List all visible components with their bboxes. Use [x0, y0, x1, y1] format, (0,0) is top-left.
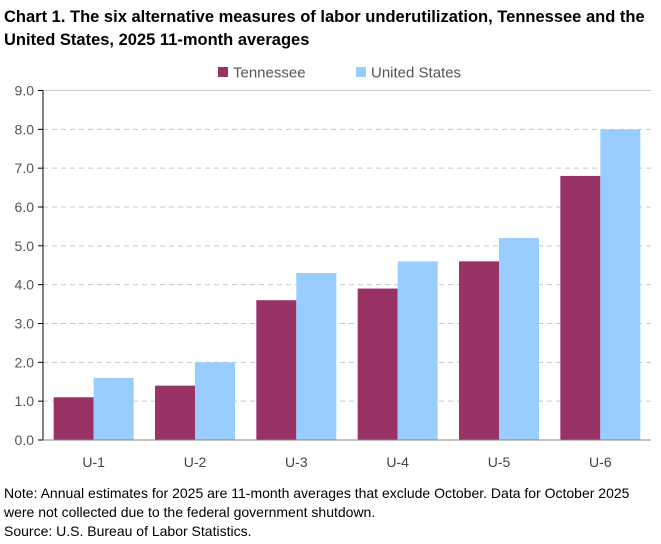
y-tick-label: 7.0	[15, 160, 35, 176]
y-tick-label: 2.0	[15, 354, 35, 370]
bar-united-states-u-1	[93, 377, 134, 440]
y-tick-label: 0.0	[15, 432, 35, 448]
bar-tennessee-u-3	[256, 300, 297, 440]
y-tick-label: 6.0	[15, 199, 35, 215]
bar-tennessee-u-2	[155, 385, 195, 440]
y-tick-label: 8.0	[15, 121, 35, 137]
bar-united-states-u-5	[499, 238, 539, 440]
bar-united-states-u-3	[296, 273, 337, 440]
legend-swatch	[218, 67, 228, 77]
x-tick-label: U-5	[488, 454, 511, 470]
y-tick-label: 1.0	[15, 393, 35, 409]
note-text: Note: Annual estimates for 2025 are 11-m…	[4, 485, 630, 520]
bar-united-states-u-6	[600, 129, 641, 441]
legend-label: Tennessee	[233, 65, 306, 82]
y-tick-label: 9.0	[15, 83, 35, 99]
bar-united-states-u-4	[397, 261, 438, 440]
legend-swatch	[356, 67, 366, 77]
chart-footnote: Note: Annual estimates for 2025 are 11-m…	[4, 484, 659, 541]
y-tick-label: 5.0	[15, 238, 35, 254]
bar-tennessee-u-4	[357, 288, 398, 440]
x-tick-label: U-1	[82, 454, 105, 470]
bar-tennessee-u-1	[53, 397, 94, 440]
x-tick-label: U-3	[285, 454, 308, 470]
bar-tennessee-u-5	[459, 261, 499, 440]
bar-united-states-u-2	[195, 362, 235, 440]
source-text: Source: U.S. Bureau of Labor Statistics.	[4, 523, 252, 539]
bar-tennessee-u-6	[560, 175, 601, 440]
y-tick-label: 3.0	[15, 316, 35, 332]
legend-label: United States	[371, 65, 461, 82]
chart-title: Chart 1. The six alternative measures of…	[4, 8, 645, 49]
y-tick-label: 4.0	[15, 277, 35, 293]
x-tick-label: U-6	[589, 454, 612, 470]
x-tick-label: U-2	[184, 454, 207, 470]
x-tick-label: U-4	[386, 454, 409, 470]
